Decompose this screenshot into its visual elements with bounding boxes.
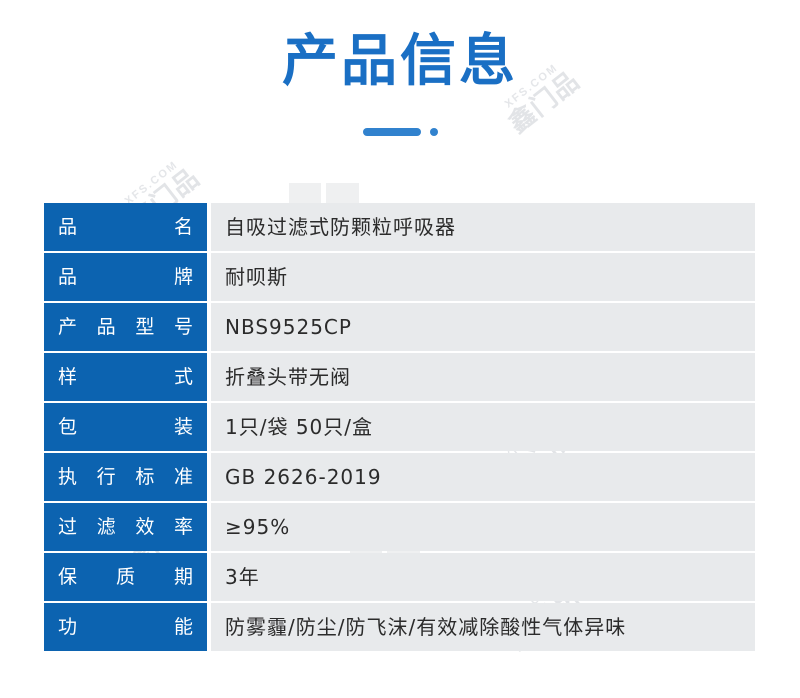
row-value-text: 折叠头带无阀 <box>225 365 351 389</box>
table-row: 品牌 耐呗斯 <box>44 253 755 301</box>
row-label-text: 过滤效率 <box>58 515 193 538</box>
product-info-table: 品名 自吸过滤式防颗粒呼吸器 品牌 耐呗斯 产品型号 NBS9525CP <box>44 203 755 651</box>
table-row: 样式 折叠头带无阀 <box>44 353 755 401</box>
row-value-text: 自吸过滤式防颗粒呼吸器 <box>225 215 456 239</box>
table-row: 过滤效率 ≥95% <box>44 503 755 551</box>
row-value-cell: ≥95% <box>211 503 755 551</box>
table-row: 保质期 3年 <box>44 553 755 601</box>
row-value-cell: NBS9525CP <box>211 303 755 351</box>
row-label-text: 样式 <box>58 365 193 388</box>
row-label-cell: 品牌 <box>44 253 207 301</box>
row-value-cell: 3年 <box>211 553 755 601</box>
row-value-cell: 自吸过滤式防颗粒呼吸器 <box>211 203 755 251</box>
table-row: 产品型号 NBS9525CP <box>44 303 755 351</box>
table-row: 执行标准 GB 2626-2019 <box>44 453 755 501</box>
row-label-text: 产品型号 <box>58 315 193 338</box>
page-title: 产品信息 <box>282 29 518 94</box>
row-value-cell: 耐呗斯 <box>211 253 755 301</box>
row-value-cell: 1只/袋 50只/盒 <box>211 403 755 451</box>
row-label-text: 品名 <box>58 215 193 238</box>
row-label-cell: 样式 <box>44 353 207 401</box>
row-label-text: 功能 <box>58 615 193 638</box>
row-label-text: 保质期 <box>58 565 193 588</box>
row-value-cell: GB 2626-2019 <box>211 453 755 501</box>
divider-bar-icon <box>362 128 421 136</box>
title-divider <box>0 126 800 138</box>
table-row: 品名 自吸过滤式防颗粒呼吸器 <box>44 203 755 251</box>
row-value-text: 耐呗斯 <box>225 265 288 289</box>
row-value-text: NBS9525CP <box>225 315 352 339</box>
row-label-text: 执行标准 <box>58 465 193 488</box>
page-header: 产品信息 <box>0 0 800 138</box>
row-value-cell: 折叠头带无阀 <box>211 353 755 401</box>
row-label-text: 包装 <box>58 415 193 438</box>
row-label-cell: 功能 <box>44 603 207 651</box>
row-label-cell: 产品型号 <box>44 303 207 351</box>
row-label-cell: 执行标准 <box>44 453 207 501</box>
table-row: 包装 1只/袋 50只/盒 <box>44 403 755 451</box>
row-label-cell: 保质期 <box>44 553 207 601</box>
row-label-cell: 包装 <box>44 403 207 451</box>
row-label-cell: 过滤效率 <box>44 503 207 551</box>
row-label-text: 品牌 <box>58 265 193 288</box>
divider-dot-icon <box>429 128 438 136</box>
row-value-text: GB 2626-2019 <box>225 465 382 489</box>
row-label-cell: 品名 <box>44 203 207 251</box>
row-value-text: 3年 <box>225 565 260 589</box>
row-value-text: 1只/袋 50只/盒 <box>225 415 374 439</box>
table-row: 功能 防雾霾/防尘/防飞沫/有效减除酸性气体异味 <box>44 603 755 651</box>
row-value-text: ≥95% <box>225 515 291 539</box>
row-value-cell: 防雾霾/防尘/防飞沫/有效减除酸性气体异味 <box>211 603 755 651</box>
row-value-text: 防雾霾/防尘/防飞沫/有效减除酸性气体异味 <box>225 615 627 639</box>
